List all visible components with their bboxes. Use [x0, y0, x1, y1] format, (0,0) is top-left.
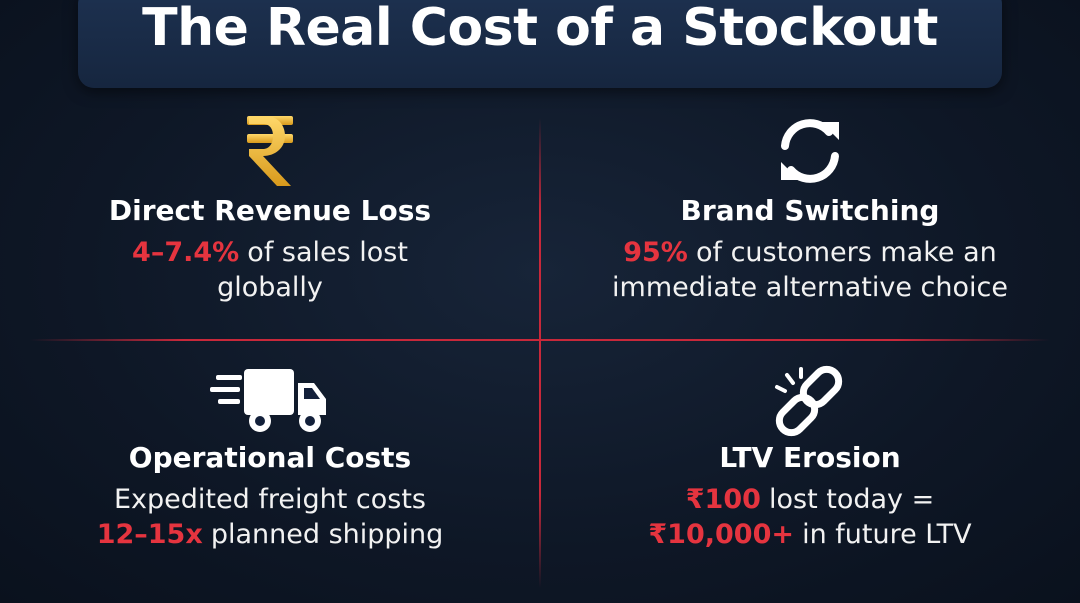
- card: Direct Revenue Loss 4–7.4% of sales lost g…: [0, 112, 540, 305]
- description-text: in future LTV: [802, 519, 972, 550]
- title: The Real Cost of a Stockout: [142, 0, 938, 58]
- title-banner: The Real Cost of a Stockout: [78, 0, 1002, 88]
- description-text: planned shipping: [210, 519, 444, 550]
- highlight-text: ₹100: [685, 484, 761, 515]
- truck-icon: [210, 369, 326, 432]
- card: Brand Switching 95% of customers make an i…: [540, 112, 1080, 305]
- card-heading: Direct Revenue Loss: [108, 194, 432, 227]
- card-heading: Brand Switching: [680, 194, 940, 227]
- description-text: of customers make an: [695, 237, 997, 268]
- description-line: ₹10,000+ in future LTV: [540, 517, 1080, 552]
- card: LTV Erosion ₹100 lost today = ₹10,000+ in f…: [540, 365, 1080, 552]
- card-heading: LTV Erosion: [719, 441, 901, 474]
- card-description: Expedited freight costs 12–15x planned shi…: [0, 482, 540, 552]
- description-text: of sales lost: [247, 237, 408, 268]
- highlight-text: 4–7.4%: [132, 237, 240, 268]
- description-text: globally: [217, 272, 323, 303]
- description-line: globally: [0, 270, 540, 305]
- divider: [30, 339, 1050, 341]
- description-line: Expedited freight costs: [0, 482, 540, 517]
- highlight-text: 12–15x: [96, 519, 203, 550]
- rupee-icon: [247, 116, 293, 186]
- description-line: 95% of customers make an: [540, 235, 1080, 270]
- description-line: immediate alternative choice: [540, 270, 1080, 305]
- description-text: lost today =: [769, 484, 935, 515]
- description-line: 4–7.4% of sales lost: [0, 235, 540, 270]
- card-description: 95% of customers make an immediate alterna…: [540, 235, 1080, 305]
- highlight-text: ₹10,000+: [648, 519, 794, 550]
- switch-icon: [781, 119, 839, 183]
- broken-link-icon: [775, 365, 843, 437]
- highlight-text: 95%: [623, 237, 688, 268]
- description-line: ₹100 lost today =: [540, 482, 1080, 517]
- divider: [539, 118, 541, 588]
- description-text: immediate alternative choice: [612, 272, 1008, 303]
- description-line: 12–15x planned shipping: [0, 517, 540, 552]
- card-heading: Operational Costs: [128, 441, 412, 474]
- card-description: ₹100 lost today = ₹10,000+ in future LTV: [540, 482, 1080, 552]
- card-description: 4–7.4% of sales lost globally: [0, 235, 540, 305]
- card: Operational Costs Expedited freight cost…: [0, 365, 540, 552]
- description-text: Expedited freight costs: [114, 484, 426, 515]
